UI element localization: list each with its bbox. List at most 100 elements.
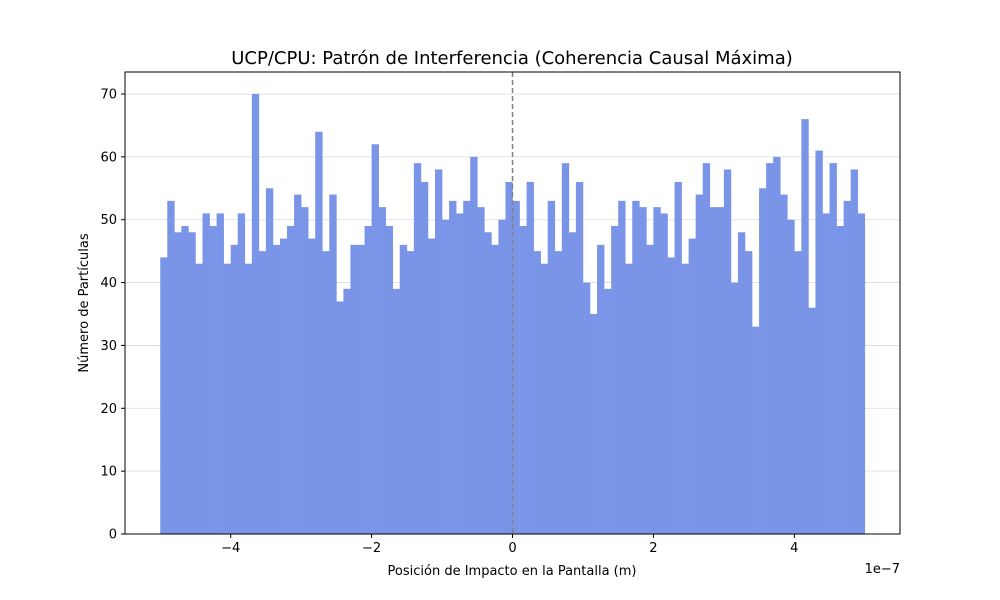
histogram-bar xyxy=(850,169,859,534)
histogram-bar xyxy=(737,232,746,535)
histogram-bar xyxy=(357,244,365,534)
histogram-bar xyxy=(653,207,661,534)
histogram-bar xyxy=(554,251,563,534)
histogram-bar xyxy=(456,213,464,534)
histogram-bar xyxy=(343,288,351,534)
histogram-bar xyxy=(195,263,203,534)
y-axis-label: Número de Partículas xyxy=(77,233,92,372)
histogram-bar xyxy=(181,226,189,534)
histogram-bar xyxy=(759,188,767,535)
histogram-bar xyxy=(202,213,210,534)
histogram-bar xyxy=(244,263,253,534)
histogram-bar xyxy=(167,200,175,534)
histogram-bar xyxy=(160,257,168,534)
histogram-bar xyxy=(505,182,513,534)
x-tick-label: −4 xyxy=(221,541,240,556)
histogram-bar xyxy=(836,226,844,534)
histogram-bar xyxy=(533,251,541,534)
histogram-bar xyxy=(829,163,837,534)
histogram-bar xyxy=(420,182,429,534)
histogram-bar xyxy=(378,207,386,534)
histogram-bar xyxy=(794,251,802,534)
y-tick-label: 70 xyxy=(100,88,117,103)
histogram-bar xyxy=(237,213,246,534)
x-axis-ticks: −4 −2 0 2 4 xyxy=(221,534,798,556)
histogram-bar xyxy=(568,232,577,535)
histogram-bar xyxy=(209,226,217,534)
histogram-bar xyxy=(413,163,422,534)
histogram-bar xyxy=(618,200,626,534)
histogram-bar xyxy=(392,288,401,534)
histogram-bar xyxy=(230,244,239,534)
histogram-bar xyxy=(308,238,316,535)
histogram-bar xyxy=(280,238,288,535)
histogram-bar xyxy=(406,251,415,534)
histogram-bar xyxy=(815,150,823,535)
histogram-bar xyxy=(540,263,549,534)
histogram-bar xyxy=(787,219,795,534)
histogram-bar xyxy=(399,244,408,534)
histogram-bar xyxy=(385,226,394,534)
histogram-bar xyxy=(322,251,330,534)
histogram-bar xyxy=(435,169,443,534)
histogram-bars xyxy=(160,94,866,535)
histogram-bar xyxy=(730,282,739,534)
histogram-bar xyxy=(301,207,309,534)
y-tick-label: 50 xyxy=(100,213,117,228)
y-tick-label: 30 xyxy=(100,339,117,354)
histogram-bar xyxy=(547,200,556,534)
chart-title: UCP/CPU: Patrón de Interferencia (Cohere… xyxy=(231,48,793,69)
histogram-bar xyxy=(702,163,711,534)
histogram-bar xyxy=(526,182,534,534)
x-tick-label: 4 xyxy=(790,541,798,556)
histogram-bar xyxy=(780,194,788,535)
histogram-bar xyxy=(822,213,830,534)
histogram-bar xyxy=(639,207,647,534)
histogram-bar xyxy=(336,301,344,534)
histogram-bar xyxy=(745,251,753,534)
histogram-bar xyxy=(463,200,471,534)
y-tick-label: 20 xyxy=(100,402,117,417)
histogram-bar xyxy=(808,307,816,534)
histogram-bar xyxy=(442,219,450,534)
histogram-bar xyxy=(681,263,689,534)
histogram-bar xyxy=(709,207,718,534)
histogram-bar xyxy=(857,213,866,534)
histogram-bar xyxy=(174,232,182,535)
histogram-bar xyxy=(477,207,485,534)
histogram-bar xyxy=(329,194,337,535)
histogram-bar xyxy=(660,213,668,534)
histogram-bar xyxy=(597,244,605,534)
histogram-bar xyxy=(632,200,640,534)
y-tick-label: 60 xyxy=(100,150,117,165)
histogram-bar xyxy=(491,244,499,534)
histogram-bar xyxy=(646,244,654,534)
histogram-bar xyxy=(350,244,358,534)
histogram-bar xyxy=(315,131,323,534)
histogram-bar xyxy=(223,263,231,534)
histogram-bar xyxy=(766,163,774,534)
histogram-bar xyxy=(427,238,436,535)
y-tick-label: 10 xyxy=(100,465,117,480)
histogram-bar xyxy=(498,219,506,534)
y-tick-label: 0 xyxy=(109,528,117,543)
histogram-bar xyxy=(470,156,478,534)
histogram-bar xyxy=(625,263,633,534)
histogram-bar xyxy=(216,213,224,534)
histogram-bar xyxy=(611,226,619,534)
histogram-bar xyxy=(716,207,725,534)
histogram-bar xyxy=(843,200,851,534)
histogram-bar xyxy=(674,182,682,534)
x-axis-offset-label: 1e−7 xyxy=(865,562,900,577)
histogram-bar xyxy=(272,244,281,534)
histogram-bar xyxy=(575,182,584,534)
histogram-bar xyxy=(371,144,379,535)
histogram-bar xyxy=(604,288,612,534)
histogram-bar xyxy=(484,232,492,535)
histogram-bar xyxy=(752,326,760,534)
histogram-bar xyxy=(287,226,295,534)
histogram-bar xyxy=(512,200,520,534)
histogram-bar xyxy=(688,238,696,535)
y-axis-ticks: 0 10 20 30 40 50 60 70 xyxy=(100,88,125,543)
x-tick-label: 2 xyxy=(649,541,657,556)
